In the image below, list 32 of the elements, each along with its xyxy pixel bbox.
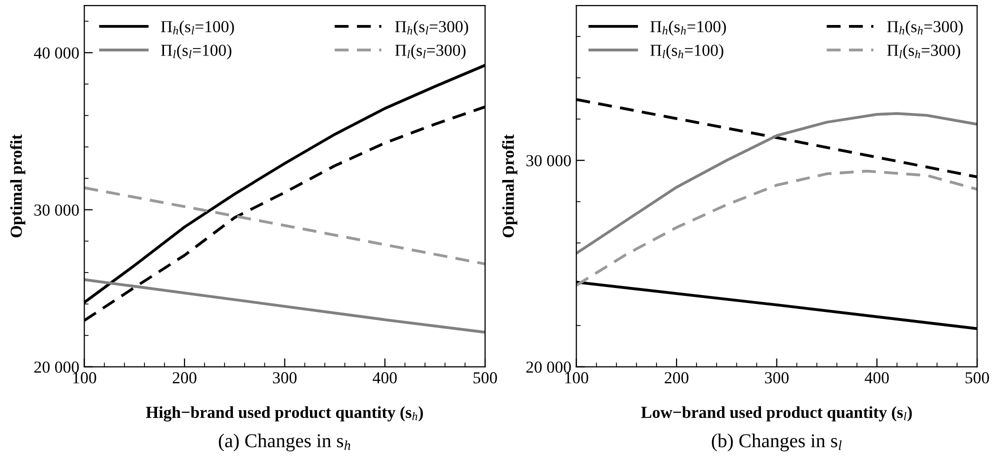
line-series bbox=[576, 170, 978, 287]
x-tick-label: 300 bbox=[273, 372, 297, 384]
legend-label: Π$_{h}$(s$_{l}$=100) bbox=[161, 20, 234, 36]
y-tick-label: 20 000 bbox=[34, 362, 79, 373]
legend-label: Π$_{l}$(s$_{l}$=300) bbox=[395, 44, 466, 60]
x-axis-title: Low−brand used product quantity (s$_{l}$) bbox=[641, 406, 912, 422]
line-series bbox=[84, 278, 486, 334]
x-tick-label: 200 bbox=[664, 372, 688, 384]
x-tick-label: 100 bbox=[73, 372, 96, 384]
y-tick-label: 30 000 bbox=[526, 155, 571, 166]
text: (b) Changes in s$_{l}$ bbox=[712, 434, 842, 452]
y-axis-title: Optimal profit bbox=[502, 134, 518, 238]
text: (a) Changes in s$_{h}$ bbox=[218, 434, 350, 452]
y-axis-title: Optimal profit bbox=[10, 134, 26, 238]
x-axis-title: High−brand used product quantity (s$_{h}$) bbox=[146, 406, 423, 422]
legend-label: Π$_{l}$(s$_{h}$=100) bbox=[650, 44, 724, 60]
x-tick-label: 400 bbox=[372, 372, 397, 384]
x-tick-label: 400 bbox=[864, 372, 889, 384]
x-tick-label: 200 bbox=[172, 372, 196, 384]
line-series bbox=[576, 112, 978, 255]
legend-label: Π$_{l}$(s$_{h}$=300) bbox=[887, 44, 960, 60]
legend-label: Π$_{h}$(s$_{l}$=300) bbox=[395, 20, 468, 36]
y-tick-label: 20 000 bbox=[526, 362, 571, 373]
x-tick-label: 500 bbox=[474, 372, 497, 384]
x-tick-label: 300 bbox=[765, 372, 789, 384]
legend-label: Π$_{h}$(s$_{h}$=300) bbox=[887, 20, 963, 36]
x-tick-label: 500 bbox=[966, 372, 989, 384]
y-tick-label: 30 000 bbox=[34, 204, 79, 216]
y-tick-label: 40 000 bbox=[34, 47, 79, 59]
x-tick-label: 100 bbox=[565, 372, 588, 384]
legend-label: Π$_{l}$(s$_{l}$=100) bbox=[161, 44, 232, 60]
legend-label: Π$_{h}$(s$_{h}$=100) bbox=[650, 20, 726, 36]
